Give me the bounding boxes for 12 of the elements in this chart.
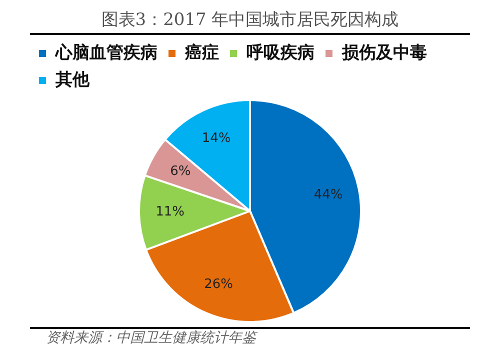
text: 资料来源：中国卫生健康统计年鉴 — [30, 327, 470, 347]
data-label: 11% — [156, 204, 185, 220]
legend-label: 损伤及中毒 — [341, 42, 427, 63]
data-label: 44% — [314, 187, 343, 202]
data-label: 26% — [204, 276, 234, 292]
legend-label: 其他 — [54, 70, 90, 90]
legend-label: 癌症 — [184, 42, 219, 63]
data-label: 6% — [170, 164, 191, 180]
data-label: 14% — [202, 130, 231, 146]
chart-title: 图表3：2017 年中国城市居民死因构成 — [30, 8, 470, 35]
legend-label: 呼吸疾病 — [246, 42, 314, 63]
legend-label: 心脑血管疾病 — [54, 42, 158, 63]
